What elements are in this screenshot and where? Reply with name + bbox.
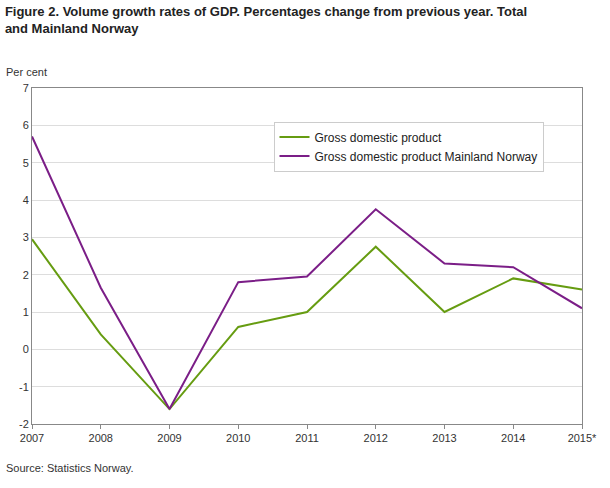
- svg-text:Gross domestic product: Gross domestic product: [315, 131, 442, 145]
- svg-text:6: 6: [23, 119, 29, 131]
- svg-text:1: 1: [23, 306, 29, 318]
- svg-text:7: 7: [23, 82, 29, 94]
- svg-text:2012: 2012: [364, 432, 388, 444]
- svg-text:2007: 2007: [20, 432, 44, 444]
- svg-text:2008: 2008: [89, 432, 113, 444]
- svg-text:-2: -2: [19, 418, 29, 430]
- svg-text:3: 3: [23, 231, 29, 243]
- svg-text:2014: 2014: [501, 432, 525, 444]
- svg-text:2010: 2010: [226, 432, 250, 444]
- svg-text:Figure 2. Volume growth rates: Figure 2. Volume growth rates of GDP. Pe…: [5, 4, 527, 36]
- svg-text:Per cent: Per cent: [6, 66, 47, 78]
- svg-text:Gross domestic product Mainlan: Gross domestic product Mainland Norway: [315, 150, 538, 164]
- svg-text:5: 5: [23, 157, 29, 169]
- svg-text:-1: -1: [19, 381, 29, 393]
- svg-text:Source: Statistics Norway.: Source: Statistics Norway.: [6, 462, 134, 474]
- svg-text:4: 4: [23, 194, 29, 206]
- svg-text:2009: 2009: [157, 432, 181, 444]
- svg-text:0: 0: [23, 343, 29, 355]
- svg-text:2013: 2013: [432, 432, 456, 444]
- svg-text:2: 2: [23, 269, 29, 281]
- svg-text:2015*: 2015*: [568, 432, 597, 444]
- svg-text:2011: 2011: [295, 432, 319, 444]
